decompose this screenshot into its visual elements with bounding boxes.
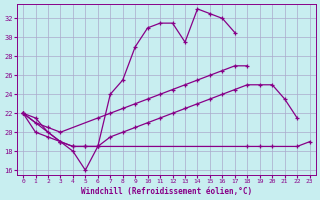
X-axis label: Windchill (Refroidissement éolien,°C): Windchill (Refroidissement éolien,°C) bbox=[81, 187, 252, 196]
